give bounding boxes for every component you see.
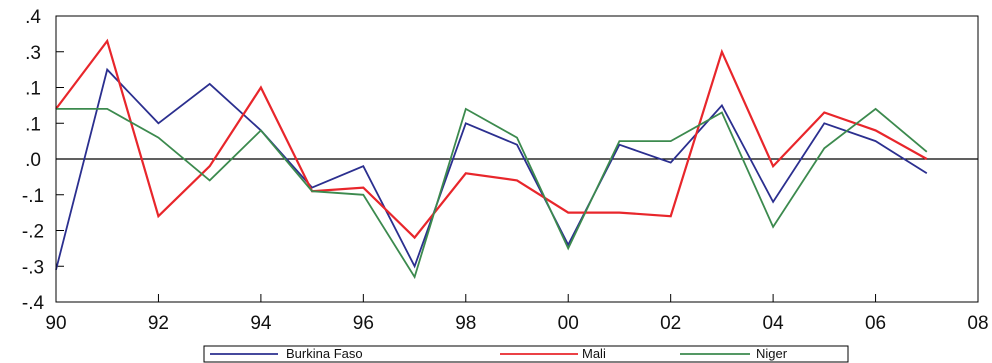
series-line-niger	[56, 107, 928, 280]
y-tick-label: .0	[25, 150, 41, 171]
x-tick-label: 96	[353, 313, 374, 334]
y-tick-label: -.1	[22, 186, 44, 207]
x-tick-label: 06	[865, 313, 886, 334]
y-tick-label: .1	[25, 79, 41, 100]
x-tick-label: 08	[967, 313, 988, 334]
x-axis-ticks: 90 92 94 96 98 00 02 04 06 08	[45, 294, 989, 334]
x-tick-label: 98	[455, 313, 476, 334]
legend-label-niger: Niger	[756, 346, 788, 361]
legend: Burkina Faso Mali Niger	[203, 345, 849, 363]
plot-frame	[55, 15, 979, 303]
y-tick-label: -.4	[22, 293, 45, 314]
series-lines	[55, 38, 928, 280]
y-tick-label: -.3	[22, 257, 44, 278]
series-line-mali	[55, 38, 928, 240]
x-tick-label: 94	[250, 313, 272, 334]
series-line-burkina-faso	[55, 67, 928, 271]
x-tick-label: 90	[45, 313, 66, 334]
legend-label-burkina-faso: Burkina Faso	[286, 346, 363, 361]
x-tick-label: 02	[660, 313, 681, 334]
legend-label-mali: Mali	[582, 346, 606, 361]
x-tick-label: 04	[763, 313, 785, 334]
y-axis-ticks: .4 .3 .1 .1 .0 -.1 -.2 -.3 -.4	[22, 7, 64, 314]
y-tick-label: .1	[25, 114, 41, 135]
y-tick-label: -.2	[22, 222, 44, 243]
y-tick-label: .3	[25, 43, 41, 64]
x-tick-label: 00	[558, 313, 579, 334]
x-tick-label: 92	[148, 313, 169, 334]
y-tick-label: .4	[25, 7, 41, 28]
